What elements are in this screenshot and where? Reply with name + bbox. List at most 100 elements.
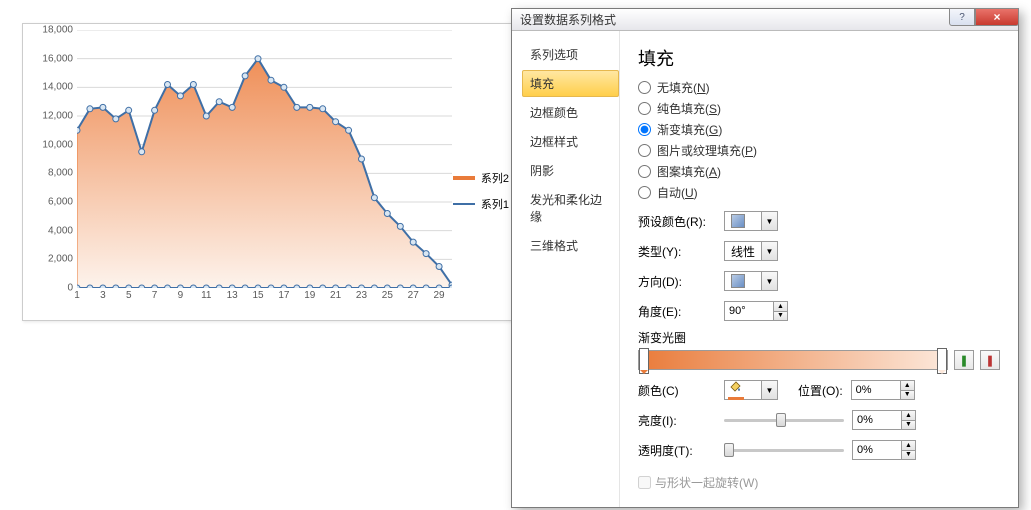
legend-line bbox=[453, 203, 475, 205]
type-value: 线性 bbox=[725, 243, 761, 260]
chart-svg bbox=[77, 30, 452, 288]
radio-input[interactable] bbox=[638, 165, 651, 178]
x-tick-label: 27 bbox=[408, 290, 419, 301]
side-tab-6[interactable]: 三维格式 bbox=[522, 232, 619, 259]
legend-swatch bbox=[453, 176, 475, 180]
x-tick-label: 17 bbox=[278, 290, 289, 301]
radio-input[interactable] bbox=[638, 186, 651, 199]
brightness-spinner[interactable]: ▲▼ bbox=[852, 410, 916, 430]
close-button[interactable]: × bbox=[975, 8, 1019, 26]
side-tab-5[interactable]: 发光和柔化边缘 bbox=[522, 186, 619, 230]
brightness-label: 亮度(I): bbox=[638, 412, 716, 429]
x-tick-label: 19 bbox=[304, 290, 315, 301]
angle-spinner[interactable]: ▲▼ bbox=[724, 301, 788, 321]
slider-thumb[interactable] bbox=[724, 443, 734, 457]
y-tick-label: 16,000 bbox=[42, 53, 73, 64]
spin-up-icon[interactable]: ▲ bbox=[902, 411, 915, 421]
side-tab-2[interactable]: 边框颜色 bbox=[522, 99, 619, 126]
brightness-input[interactable] bbox=[853, 411, 901, 429]
add-stop-button[interactable]: ❚ bbox=[954, 350, 974, 370]
fill-radio-picture[interactable]: 图片或纹理填充(P) bbox=[638, 142, 1000, 159]
x-tick-label: 21 bbox=[330, 290, 341, 301]
position-spinner[interactable]: ▲▼ bbox=[851, 380, 915, 400]
y-tick-label: 12,000 bbox=[42, 111, 73, 122]
radio-input[interactable] bbox=[638, 81, 651, 94]
side-tab-0[interactable]: 系列选项 bbox=[522, 41, 619, 68]
dialog-titlebar[interactable]: 设置数据系列格式 ? × bbox=[512, 9, 1018, 31]
chevron-down-icon: ▼ bbox=[761, 212, 777, 230]
radio-label: 无填充(N) bbox=[657, 79, 710, 96]
chevron-down-icon: ▼ bbox=[761, 242, 777, 260]
transparency-input[interactable] bbox=[853, 441, 901, 459]
preset-swatch bbox=[731, 214, 745, 228]
rotate-label: 与形状一起旋转(W) bbox=[655, 474, 758, 491]
side-tab-3[interactable]: 边框样式 bbox=[522, 128, 619, 155]
legend-item-series2: 系列2 bbox=[453, 170, 509, 186]
fill-radio-pattern[interactable]: 图案填充(A) bbox=[638, 163, 1000, 180]
legend-label: 系列2 bbox=[481, 170, 509, 186]
spin-up-icon[interactable]: ▲ bbox=[774, 302, 787, 312]
chevron-down-icon: ▼ bbox=[761, 272, 777, 290]
y-tick-label: 6,000 bbox=[48, 197, 73, 208]
spin-down-icon[interactable]: ▼ bbox=[774, 312, 787, 321]
stop-color-combo[interactable]: ▼ bbox=[724, 380, 778, 400]
chart-container[interactable]: 02,0004,0006,0008,00010,00012,00014,0001… bbox=[22, 23, 522, 321]
side-tab-4[interactable]: 阴影 bbox=[522, 157, 619, 184]
fill-radio-none[interactable]: 无填充(N) bbox=[638, 79, 1000, 96]
transparency-slider[interactable] bbox=[724, 441, 844, 459]
spin-up-icon[interactable]: ▲ bbox=[901, 381, 914, 391]
radio-label: 纯色填充(S) bbox=[657, 100, 721, 117]
preset-color-combo[interactable]: ▼ bbox=[724, 211, 778, 231]
help-button[interactable]: ? bbox=[949, 8, 975, 26]
radio-label: 渐变填充(G) bbox=[657, 121, 722, 138]
gradient-stop-start[interactable] bbox=[639, 348, 649, 374]
spin-up-icon[interactable]: ▲ bbox=[902, 441, 915, 451]
radio-input[interactable] bbox=[638, 123, 651, 136]
radio-input[interactable] bbox=[638, 102, 651, 115]
legend-label: 系列1 bbox=[481, 196, 509, 212]
x-tick-label: 9 bbox=[178, 290, 184, 301]
position-input[interactable] bbox=[852, 381, 900, 399]
spin-down-icon[interactable]: ▼ bbox=[902, 421, 915, 430]
gradient-stop-end[interactable] bbox=[937, 348, 947, 374]
position-label: 位置(O): bbox=[798, 382, 843, 399]
chevron-down-icon: ▼ bbox=[761, 381, 777, 399]
x-tick-label: 7 bbox=[152, 290, 158, 301]
color-label: 颜色(C) bbox=[638, 382, 716, 399]
transparency-label: 透明度(T): bbox=[638, 442, 716, 459]
fill-radio-solid[interactable]: 纯色填充(S) bbox=[638, 100, 1000, 117]
spin-down-icon[interactable]: ▼ bbox=[901, 391, 914, 400]
panel-title: 填充 bbox=[638, 45, 1000, 71]
spin-down-icon[interactable]: ▼ bbox=[902, 451, 915, 460]
bucket-icon bbox=[728, 381, 744, 400]
angle-input[interactable] bbox=[725, 302, 773, 320]
brightness-slider[interactable] bbox=[724, 411, 844, 429]
radio-input[interactable] bbox=[638, 144, 651, 157]
x-tick-label: 5 bbox=[126, 290, 132, 301]
dialog-title: 设置数据系列格式 bbox=[520, 11, 616, 28]
x-tick-label: 15 bbox=[252, 290, 263, 301]
side-tabs: 系列选项填充边框颜色边框样式阴影发光和柔化边缘三维格式 bbox=[512, 31, 620, 507]
y-axis: 02,0004,0006,0008,00010,00012,00014,0001… bbox=[29, 30, 77, 288]
legend-item-series1: 系列1 bbox=[453, 196, 509, 212]
gradient-track[interactable] bbox=[638, 350, 948, 370]
remove-stop-button[interactable]: ❚ bbox=[980, 350, 1000, 370]
y-tick-label: 8,000 bbox=[48, 168, 73, 179]
fill-radio-gradient[interactable]: 渐变填充(G) bbox=[638, 121, 1000, 138]
y-tick-label: 0 bbox=[67, 283, 73, 294]
x-tick-label: 29 bbox=[434, 290, 445, 301]
fill-radio-auto[interactable]: 自动(U) bbox=[638, 184, 1000, 201]
side-tab-1[interactable]: 填充 bbox=[522, 70, 619, 97]
direction-combo[interactable]: ▼ bbox=[724, 271, 778, 291]
transparency-spinner[interactable]: ▲▼ bbox=[852, 440, 916, 460]
format-series-dialog: 设置数据系列格式 ? × 系列选项填充边框颜色边框样式阴影发光和柔化边缘三维格式… bbox=[511, 8, 1019, 508]
legend: 系列2 系列1 bbox=[453, 170, 509, 222]
x-tick-label: 1 bbox=[74, 290, 80, 301]
slider-thumb[interactable] bbox=[776, 413, 786, 427]
type-label: 类型(Y): bbox=[638, 243, 716, 260]
type-combo[interactable]: 线性 ▼ bbox=[724, 241, 778, 261]
direction-swatch bbox=[731, 274, 745, 288]
direction-label: 方向(D): bbox=[638, 273, 716, 290]
y-tick-label: 2,000 bbox=[48, 254, 73, 265]
preset-label: 预设颜色(R): bbox=[638, 213, 716, 230]
